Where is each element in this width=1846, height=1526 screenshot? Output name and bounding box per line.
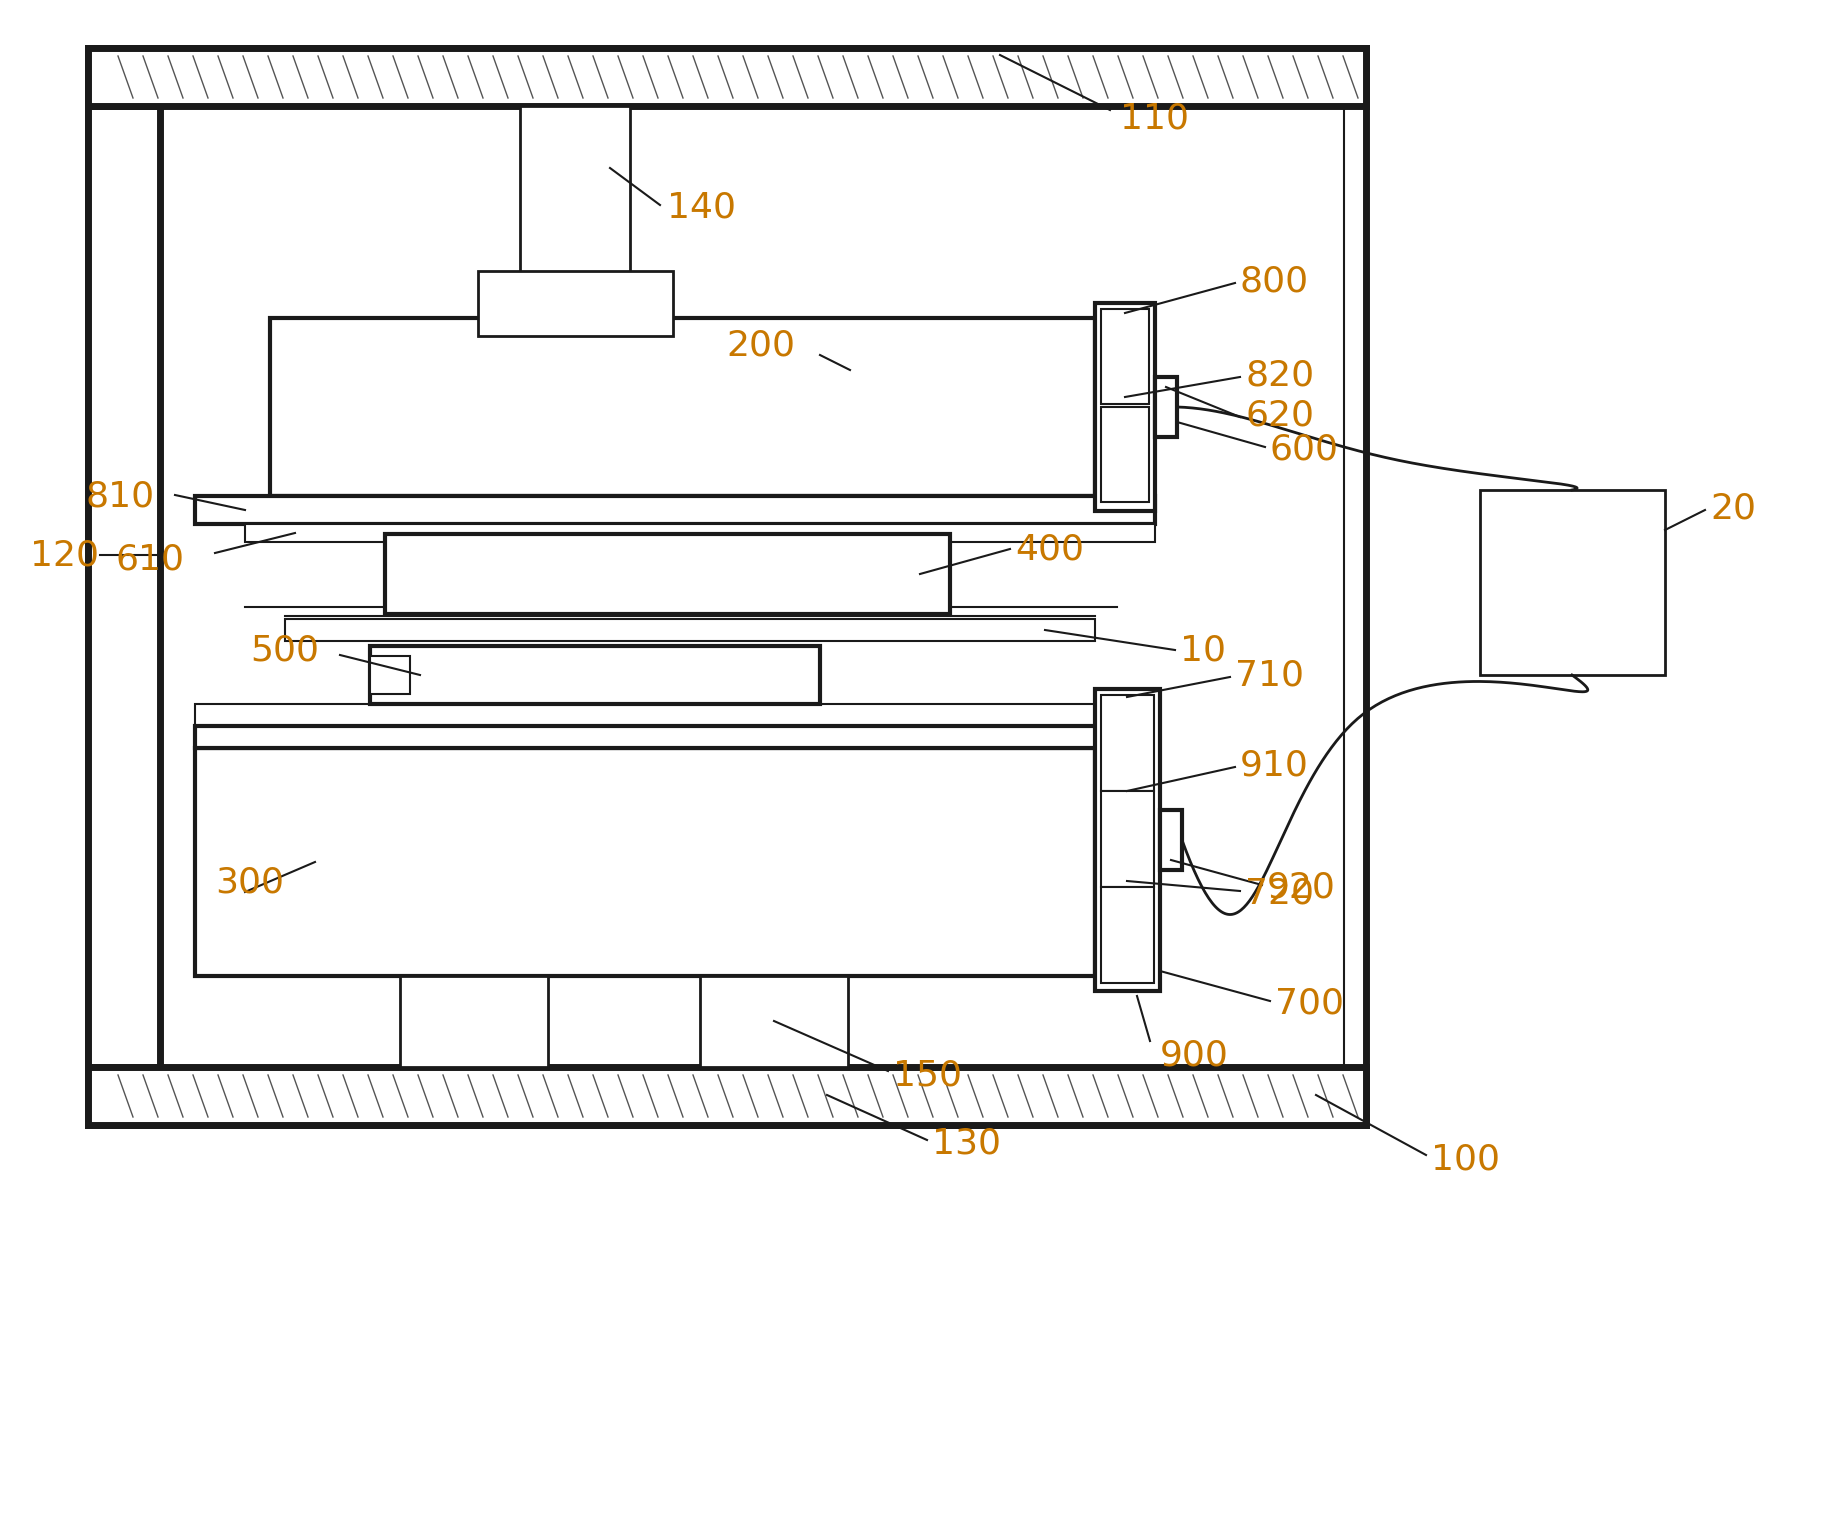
Bar (196, 703, 1100, 726)
Bar (1100, 407, 1148, 502)
Bar (89, 47, 1366, 1125)
Bar (1159, 810, 1181, 870)
Bar (386, 534, 951, 613)
Text: 500: 500 (249, 633, 319, 667)
Bar (1100, 308, 1148, 404)
Bar (700, 977, 847, 1067)
Bar (89, 1067, 1366, 1125)
Text: 920: 920 (1266, 870, 1337, 903)
Text: 110: 110 (1121, 101, 1189, 134)
Text: 300: 300 (214, 865, 284, 899)
Bar (196, 496, 1156, 523)
Text: 900: 900 (1159, 1039, 1229, 1073)
Text: 140: 140 (666, 191, 737, 224)
Text: 200: 200 (725, 328, 796, 362)
Bar (369, 645, 820, 703)
Text: 10: 10 (1180, 633, 1226, 667)
Bar (369, 656, 410, 694)
Bar (521, 105, 629, 301)
Text: 810: 810 (85, 479, 153, 513)
Bar (196, 748, 1095, 977)
Bar (1100, 790, 1154, 887)
Text: 820: 820 (1244, 359, 1314, 392)
Bar (270, 317, 1095, 496)
Text: 710: 710 (1235, 658, 1303, 691)
Text: 120: 120 (30, 539, 100, 572)
Bar (284, 620, 1095, 641)
Text: 100: 100 (1431, 1143, 1501, 1177)
Bar (89, 47, 1366, 105)
Bar (1156, 377, 1178, 436)
Bar (1100, 694, 1154, 790)
Text: 700: 700 (1276, 986, 1344, 1019)
Text: 150: 150 (893, 1059, 962, 1093)
Text: 600: 600 (1270, 432, 1338, 465)
Text: 610: 610 (114, 542, 185, 575)
Bar (1100, 887, 1154, 983)
Bar (246, 523, 1156, 542)
Text: 910: 910 (1241, 748, 1309, 781)
Bar (478, 272, 674, 336)
Bar (1095, 690, 1159, 990)
Text: 400: 400 (1015, 533, 1084, 566)
Bar (111, 70, 1344, 1103)
Text: 800: 800 (1241, 264, 1309, 298)
Bar (1480, 490, 1665, 674)
Text: 720: 720 (1244, 876, 1314, 909)
Text: 20: 20 (1709, 491, 1756, 525)
Text: 130: 130 (932, 1126, 1001, 1160)
Bar (401, 977, 548, 1067)
Bar (196, 726, 1100, 748)
Bar (89, 105, 161, 1067)
Bar (1095, 304, 1156, 511)
Text: 620: 620 (1244, 398, 1314, 432)
